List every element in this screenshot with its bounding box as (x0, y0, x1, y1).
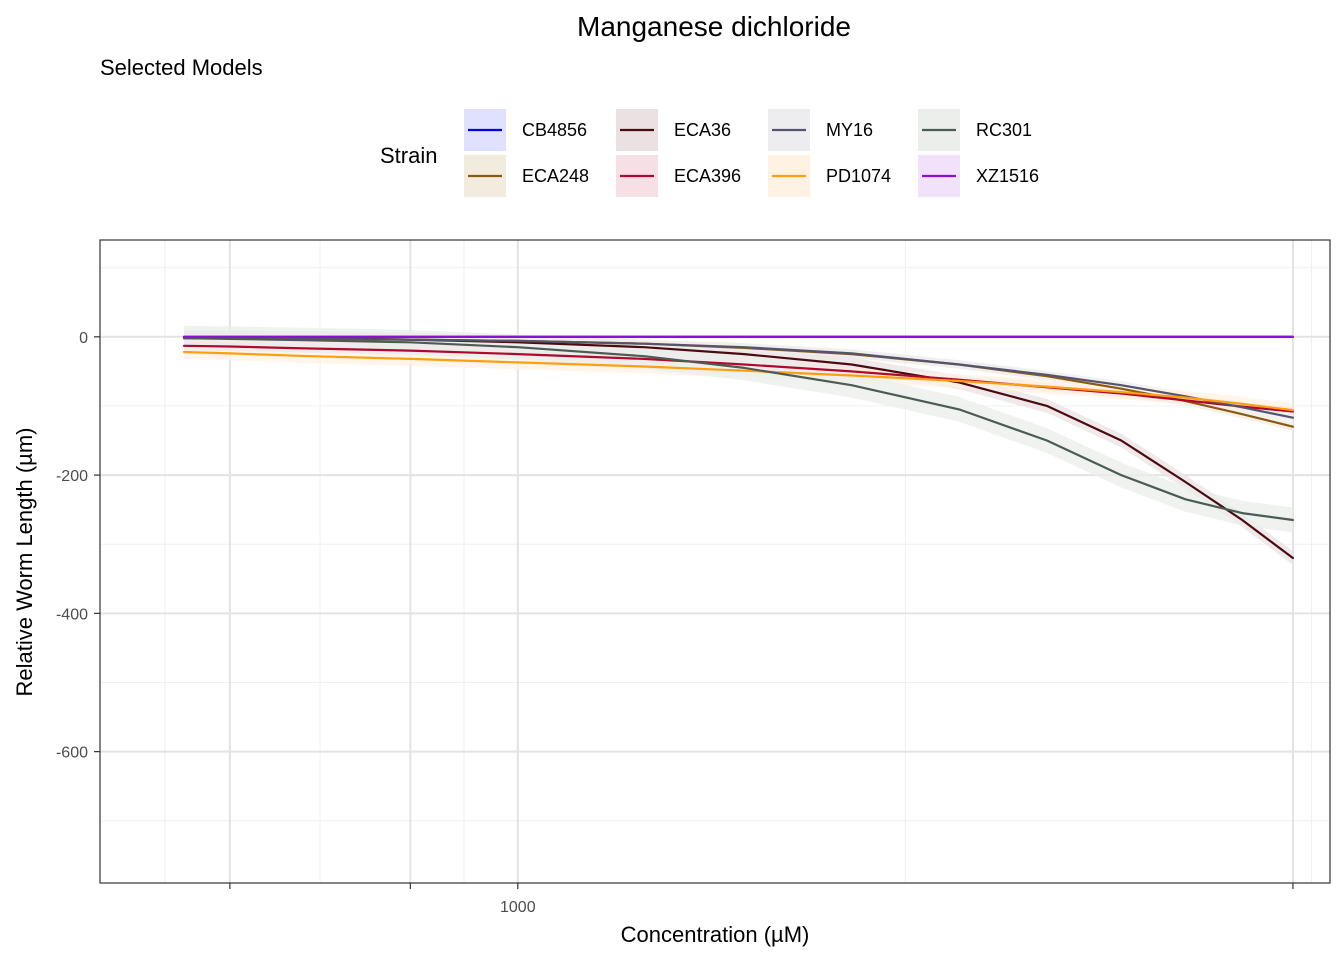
series-line-pd1074 (182, 350, 1295, 412)
legend: Strain CB4856 ECA248 ECA36 ECA396 MY16 PD1074… (380, 109, 1039, 197)
legend-item-eca36: ECA36 (616, 109, 731, 151)
y-tick-label: -200 (56, 468, 88, 485)
legend-title: Strain (380, 143, 437, 168)
x-axis-title: Concentration (µM) (621, 922, 810, 947)
y-axis-title: Relative Worm Length (µm) (12, 427, 37, 696)
legend-label: MY16 (826, 120, 873, 140)
legend-item-my16: MY16 (768, 109, 873, 151)
y-tick-label: -600 (56, 745, 88, 762)
legend-label: RC301 (976, 120, 1032, 140)
chart-title: Manganese dichloride (577, 11, 851, 42)
legend-item-eca396: ECA396 (616, 155, 741, 197)
axes: 1000 0 -200 -400 -600 (56, 330, 1294, 916)
legend-item-cb4856: CB4856 (464, 109, 587, 151)
legend-item-pd1074: PD1074 (768, 155, 891, 197)
legend-label: XZ1516 (976, 166, 1039, 186)
series-lines (182, 335, 1295, 560)
legend-label: ECA248 (522, 166, 589, 186)
legend-label: PD1074 (826, 166, 891, 186)
series-line-rc301 (182, 337, 1295, 522)
series-line-eca396 (182, 344, 1295, 413)
legend-label: ECA36 (674, 120, 731, 140)
legend-label: CB4856 (522, 120, 587, 140)
legend-label: ECA396 (674, 166, 741, 186)
y-tick-label: 0 (79, 330, 88, 347)
series-line-my16 (182, 337, 1295, 419)
legend-item-rc301: RC301 (918, 109, 1032, 151)
plot-area (99, 239, 1331, 884)
y-tick-label: -400 (56, 606, 88, 623)
confidence-band-pd1074 (184, 345, 1293, 417)
legend-item-eca248: ECA248 (464, 155, 589, 197)
chart-subtitle: Selected Models (100, 55, 263, 80)
legend-item-xz1516: XZ1516 (918, 155, 1039, 197)
x-tick-label: 1000 (500, 899, 536, 916)
plot-border (99, 239, 1331, 884)
